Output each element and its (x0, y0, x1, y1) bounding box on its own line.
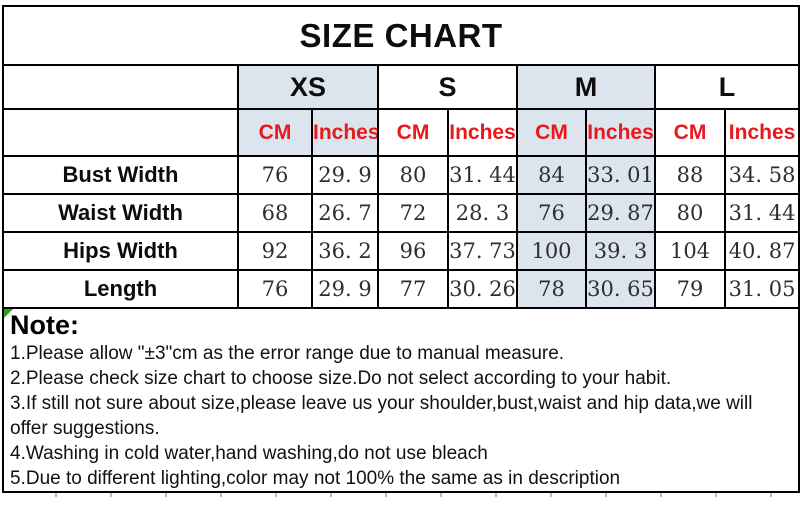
row-label: Bust Width (2, 155, 239, 195)
data-cell: 30. 26 (447, 269, 518, 309)
cell-corner-marker-icon (5, 310, 13, 318)
data-cell: 30. 65 (585, 269, 656, 309)
data-cell: 76 (237, 155, 313, 195)
data-cell: 78 (516, 269, 587, 309)
data-cell: 68 (237, 193, 313, 233)
size-header-l: L (653, 64, 800, 110)
note-item-5: 5.Due to different lighting,color may no… (10, 468, 621, 489)
data-cell: 29. 87 (585, 193, 656, 233)
data-cell: 80 (654, 193, 726, 233)
unit-header-s-cm: CM (377, 108, 449, 157)
size-header-xs: XS (237, 64, 379, 110)
unit-header-l-cm: CM (654, 108, 726, 157)
data-cell: 80 (377, 155, 449, 195)
data-cell: 29. 9 (311, 269, 379, 309)
data-cell: 77 (377, 269, 449, 309)
data-cell: 104 (654, 231, 726, 271)
data-cell: 37. 73 (447, 231, 518, 271)
data-cell: 36. 2 (311, 231, 379, 271)
data-cell: 76 (516, 193, 587, 233)
data-cell: 92 (237, 231, 313, 271)
size-header-s: S (377, 64, 518, 110)
data-cell: 33. 01 (585, 155, 656, 195)
note-item-2: 2.Please check size chart to choose size… (10, 368, 672, 389)
data-cell: 40. 87 (723, 231, 800, 271)
notes-cell: Note: 1.Please allow "±3"cm as the error… (1, 307, 800, 493)
data-cell: 29. 9 (311, 155, 379, 195)
data-cell: 76 (237, 269, 313, 309)
data-cell: 28. 3 (447, 193, 518, 233)
data-cell: 39. 3 (585, 231, 656, 271)
notes-section: Note: 1.Please allow "±3"cm as the error… (5, 310, 797, 490)
title-row: SIZE CHART (1, 5, 800, 66)
gridline-sliver (2, 493, 798, 497)
corner-empty-cell (2, 108, 239, 157)
data-cell: 96 (377, 231, 449, 271)
size-chart-table: SIZE CHART XS S M L CM Inches CM Inches … (1, 5, 800, 493)
unit-header-m-inches: Inches (585, 108, 656, 157)
data-cell: 84 (516, 155, 587, 195)
note-item-4: 4.Washing in cold water,hand washing,do … (10, 443, 488, 464)
data-cell: 26. 7 (311, 193, 379, 233)
data-cell: 72 (377, 193, 449, 233)
data-cell: 31. 44 (723, 193, 800, 233)
data-cell: 34. 58 (723, 155, 800, 195)
unit-header-s-inches: Inches (447, 108, 518, 157)
size-chart-sheet: SIZE CHART XS S M L CM Inches CM Inches … (1, 5, 800, 497)
note-item-1: 1.Please allow "±3"cm as the error range… (10, 343, 565, 364)
unit-header-l-inches: Inches (723, 108, 800, 157)
data-cell: 79 (654, 269, 726, 309)
data-cell: 100 (516, 231, 587, 271)
table-row-waist: Waist Width 68 26. 7 72 28. 3 76 29. 87 … (2, 193, 800, 233)
unit-header-m-cm: CM (516, 108, 587, 157)
notes-heading: Note: (10, 310, 79, 340)
row-label: Length (2, 269, 239, 309)
row-label: Waist Width (2, 193, 239, 233)
data-cell: 31. 44 (447, 155, 518, 195)
unit-header-xs-inches: Inches (311, 108, 379, 157)
page-title: SIZE CHART (1, 5, 800, 66)
size-header-row: XS S M L (2, 64, 800, 110)
table-row-bust: Bust Width 76 29. 9 80 31. 44 84 33. 01 … (2, 155, 800, 195)
data-cell: 31. 05 (723, 269, 800, 309)
corner-empty-cell (2, 64, 239, 110)
unit-header-row: CM Inches CM Inches CM Inches CM Inches (2, 108, 800, 157)
table-row-hips: Hips Width 92 36. 2 96 37. 73 100 39. 3 … (2, 231, 800, 271)
notes-row: Note: 1.Please allow "±3"cm as the error… (1, 307, 800, 493)
note-item-3: 3.If still not sure about size,please le… (10, 393, 753, 439)
data-cell: 88 (654, 155, 726, 195)
row-label: Hips Width (2, 231, 239, 271)
unit-header-xs-cm: CM (237, 108, 313, 157)
table-row-length: Length 76 29. 9 77 30. 26 78 30. 65 79 3… (2, 269, 800, 309)
size-header-m: M (516, 64, 656, 110)
